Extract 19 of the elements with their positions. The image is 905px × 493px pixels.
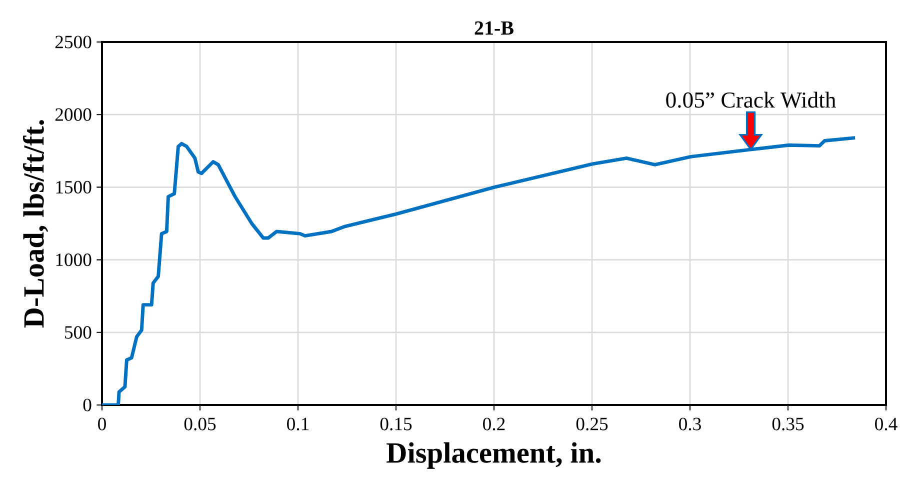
x-tick-label: 0.4 (875, 418, 898, 430)
y-tick-label: 2500 (55, 36, 92, 48)
x-tick-label: 0 (98, 418, 106, 430)
x-tick-label: 0.35 (772, 418, 804, 430)
y-axis-title: D-Load, lbs/ft/ft. (22, 120, 48, 328)
y-tick-label: 0 (83, 398, 92, 412)
x-tick-label: 0.1 (287, 418, 309, 430)
chart-title: 21-B (474, 21, 514, 35)
y-tick-label: 2000 (55, 108, 92, 121)
x-axis-title: Displacement, in. (386, 442, 601, 469)
annotation: 0.05” Crack Width (666, 92, 836, 108)
x-tick-label: 0.25 (576, 418, 608, 430)
x-tick-label: 0.05 (184, 418, 216, 430)
y-tick-label: 500 (65, 326, 92, 339)
x-tick-label: 0.3 (679, 418, 701, 430)
x-tick-label: 0.2 (483, 418, 505, 430)
y-tick-label: 1000 (56, 253, 92, 266)
x-tick-label: 0.15 (380, 418, 412, 430)
y-tick-label: 1500 (56, 180, 92, 194)
